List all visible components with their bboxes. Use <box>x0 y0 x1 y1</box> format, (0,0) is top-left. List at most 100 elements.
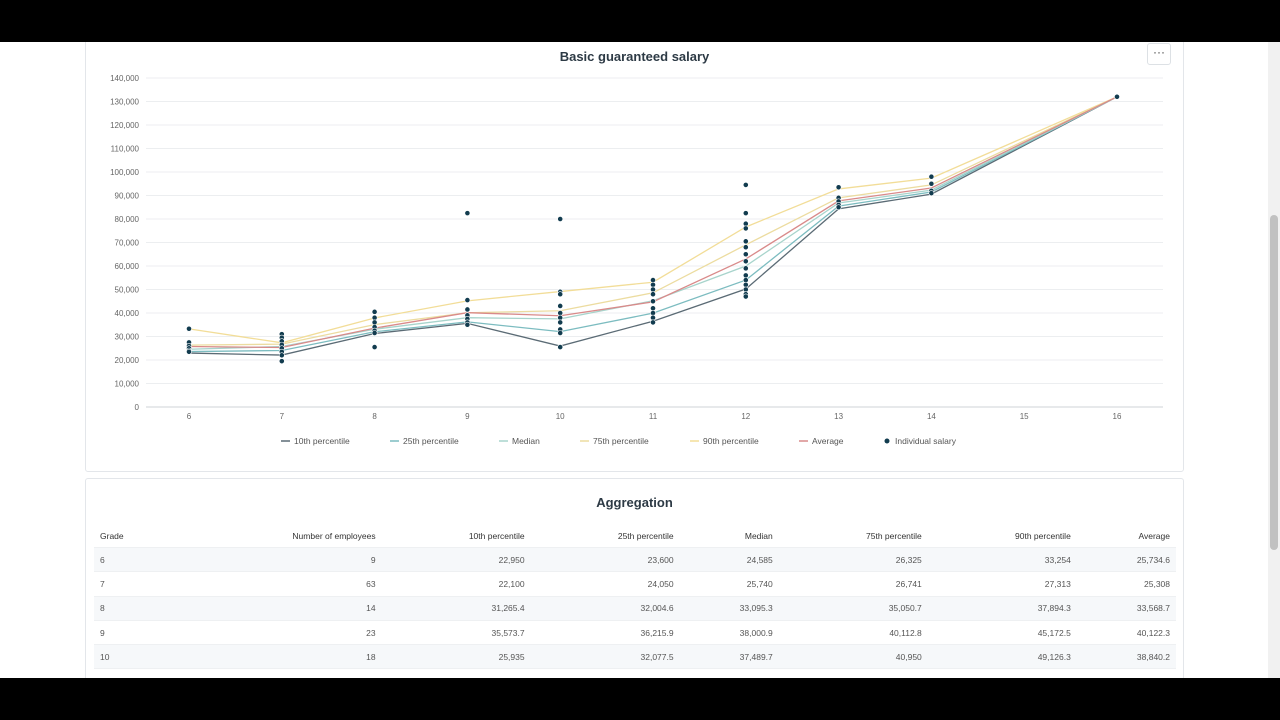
individual-salary-point <box>742 293 749 300</box>
x-tick-label: 6 <box>187 412 192 421</box>
table-cell: 25,308 <box>1076 571 1176 597</box>
individual-salary-point <box>650 298 656 305</box>
table-row: 6 9 22,950 23,600 24,585 26,325 33,254 25,734.6 <box>94 546 1176 572</box>
legend-item: Individual salary <box>895 436 957 446</box>
table-cell: 40,122.3 <box>1076 619 1176 645</box>
table-cell: 18 <box>172 644 382 669</box>
series-line-75th-percentile <box>188 96 1118 346</box>
table-cell: 8 <box>94 595 173 621</box>
individual-salary-point <box>835 184 842 191</box>
table-cell: 49,126.3 <box>927 644 1077 669</box>
y-tick-label: 30,000 <box>115 333 140 342</box>
individual-salary-point <box>742 182 749 188</box>
table-row: 113136,513.839,926.345,208.848,59453,098… <box>94 668 1176 678</box>
y-tick-label: 140,000 <box>110 74 139 83</box>
individual-salary-point <box>742 238 749 245</box>
column-header[interactable]: 75th percentile <box>866 531 922 541</box>
x-tick-label: 9 <box>465 412 470 421</box>
table-cell: 33,254 <box>927 546 1077 572</box>
table-cell: 35,573.7 <box>381 619 531 645</box>
y-tick-label: 80,000 <box>115 215 140 224</box>
table-cell: 31,265.4 <box>381 595 531 621</box>
table-cell: 31 <box>172 668 382 678</box>
x-tick-label: 10 <box>556 412 565 421</box>
y-tick-label: 100,000 <box>110 168 139 177</box>
table-cell: 24,050 <box>530 571 680 597</box>
individual-salary-point <box>742 265 749 272</box>
scrollbar[interactable] <box>1268 42 1280 678</box>
individual-salary-point <box>464 306 471 313</box>
individual-salary-point <box>371 330 378 336</box>
individual-salary-point <box>464 321 471 328</box>
individual-salary-point <box>742 251 749 258</box>
legend-swatch <box>884 438 890 444</box>
table-cell: 35,050.7 <box>778 595 928 621</box>
individual-salary-point <box>278 358 285 365</box>
x-tick-label: 16 <box>1113 412 1122 421</box>
individual-salary-point <box>928 173 935 180</box>
y-tick-label: 110,000 <box>111 145 140 154</box>
table-cell: 53,098.5 <box>927 668 1077 678</box>
series-line-average <box>188 96 1118 349</box>
individual-salary-point <box>742 258 749 265</box>
individual-salary-point <box>557 291 564 298</box>
y-tick-label: 130,000 <box>110 98 139 107</box>
individual-salary-point <box>186 325 192 332</box>
table-cell: 37,894.3 <box>927 595 1077 621</box>
table-cell: 37,489.7 <box>679 644 779 669</box>
y-tick-label: 90,000 <box>115 192 140 201</box>
more-options-button[interactable]: ··· <box>1147 43 1171 65</box>
table-cell: 40,112.8 <box>778 619 928 645</box>
salary-chart: 0 10,000 20,000 30,000 40,000 50,000 60,000 70,… <box>110 74 1163 446</box>
table-cell: 32,004.6 <box>530 595 680 621</box>
table-cell: 26,325 <box>778 546 928 572</box>
aggregation-table: Grade Number of employees 10th percentile 2… <box>94 525 1176 678</box>
series-line-25th-percentile <box>188 96 1118 353</box>
table-cell: 14 <box>172 595 382 621</box>
column-header[interactable]: Average <box>1138 531 1170 541</box>
x-tick-label: 15 <box>1020 412 1029 421</box>
table-cell: 11 <box>94 668 173 678</box>
individual-salary-point <box>557 319 564 326</box>
individual-salary-point <box>464 210 471 217</box>
individual-salary-point <box>742 244 749 251</box>
table-cell: 38,840.2 <box>1076 644 1176 669</box>
table-cell: 63 <box>172 571 382 597</box>
table-cell: 7 <box>94 571 173 597</box>
x-tick-label: 12 <box>741 412 750 421</box>
column-header[interactable]: 90th percentile <box>1015 531 1071 541</box>
table-cell: 32,077.5 <box>530 644 680 669</box>
table-cell: 9 <box>172 546 382 572</box>
table-cell: 25,740 <box>679 571 779 597</box>
column-header[interactable]: 25th percentile <box>617 531 674 541</box>
table-row: 7 63 22,100 24,050 25,740 26,741 27,313 25,308 <box>94 571 1176 597</box>
individual-salary-point <box>557 344 564 350</box>
individual-salary-point <box>557 330 564 336</box>
individual-salary-point <box>1114 93 1120 100</box>
individual-salary-point <box>278 352 285 359</box>
x-tick-label: 13 <box>834 412 843 421</box>
table-cell: 25,935 <box>381 644 531 669</box>
legend-item: Median <box>512 436 540 446</box>
table-cell: 45,208.8 <box>679 668 779 678</box>
column-header[interactable]: Median <box>744 531 773 541</box>
table-cell: 6 <box>94 546 173 572</box>
table-cell: 36,513.8 <box>381 668 531 678</box>
individual-salary-point <box>835 204 842 211</box>
legend-item: 25th percentile <box>403 436 459 446</box>
table-row: 10 18 25,935 32,077.5 37,489.7 40,950 49,126.3… <box>94 644 1176 669</box>
table-cell: 10 <box>94 644 173 669</box>
individual-salary-point <box>742 225 749 232</box>
scrollbar-thumb[interactable] <box>1270 215 1278 550</box>
table-cell: 23 <box>172 619 382 645</box>
individual-salary-point <box>371 308 378 315</box>
x-tick-label: 11 <box>649 412 658 421</box>
column-header[interactable]: Grade <box>100 531 124 541</box>
y-tick-label: 10,000 <box>115 380 140 389</box>
table-row: 9 23 35,573.7 36,215.9 38,000.9 40,112.8 45,17… <box>94 619 1176 645</box>
column-header[interactable]: Number of employees <box>292 531 376 541</box>
table-row: 8 14 31,265.4 32,004.6 33,095.3 35,050.7 37,89… <box>94 595 1176 621</box>
y-tick-label: 60,000 <box>115 262 140 271</box>
table-cell: 39,926.3 <box>530 668 680 678</box>
column-header[interactable]: 10th percentile <box>468 531 525 541</box>
